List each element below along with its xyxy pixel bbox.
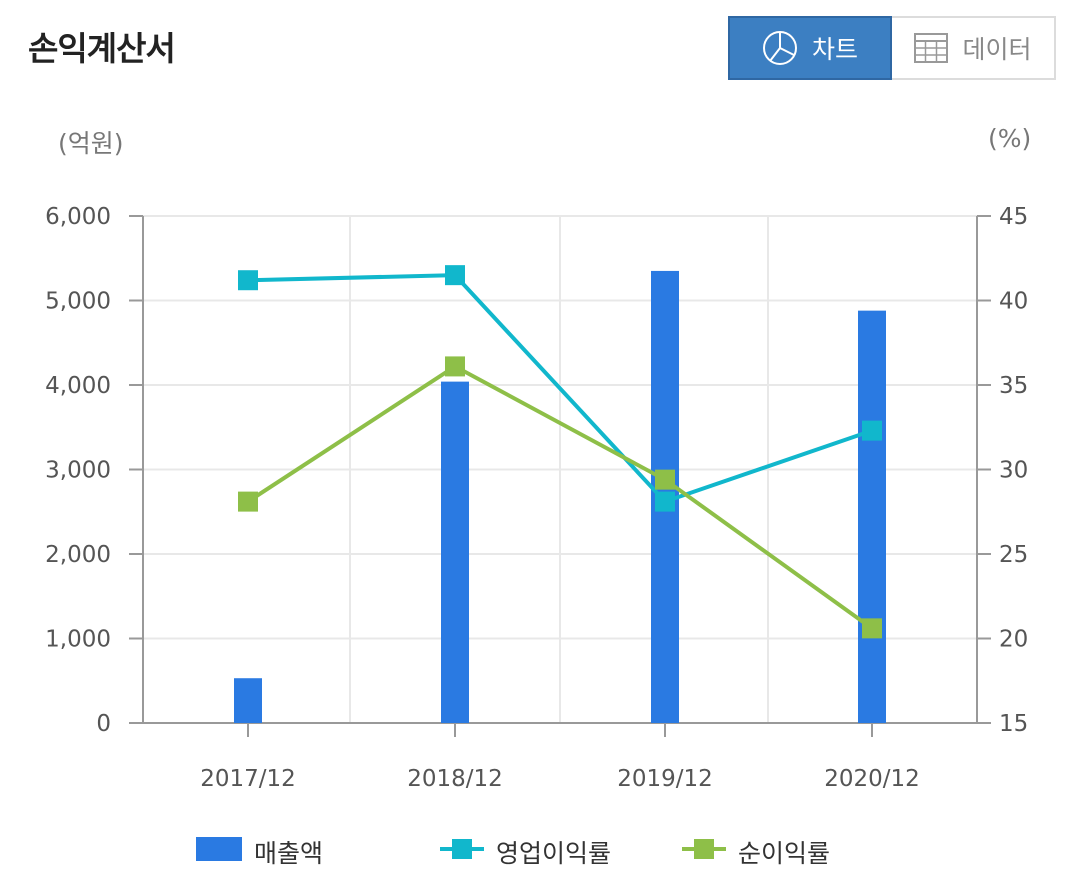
revenue-bar <box>441 381 469 723</box>
right-tick-label: 15 <box>999 711 1028 737</box>
left-tick-label: 1,000 <box>45 627 111 653</box>
page-title: 손익계산서 <box>28 29 176 68</box>
data-view-button[interactable]: 데이터 <box>892 16 1056 80</box>
right-tick-label: 35 <box>999 373 1028 399</box>
legend-line-swatch <box>440 837 484 867</box>
right-tick-label: 30 <box>999 458 1028 484</box>
net-margin-point <box>238 491 258 512</box>
legend-label: 영업이익률 <box>496 839 612 868</box>
left-tick-label: 2,000 <box>45 542 111 568</box>
x-tick-label: 2019/12 <box>617 766 713 792</box>
net-margin-point <box>655 469 675 490</box>
revenue-bar <box>858 310 886 723</box>
legend-label: 매출액 <box>254 839 324 868</box>
operating-margin-point <box>445 265 465 286</box>
left-tick-label: 5,000 <box>45 289 111 315</box>
operating-margin-point <box>862 420 882 441</box>
left-tick-label: 0 <box>96 711 111 737</box>
legend-item-net-margin[interactable]: 순이익률 <box>682 832 830 872</box>
left-tick-label: 4,000 <box>45 373 111 399</box>
left-tick-label: 6,000 <box>45 204 111 230</box>
legend-item-revenue[interactable]: 매출액 <box>196 832 323 872</box>
view-toggle: 차트 데이터 <box>728 16 1056 80</box>
net-margin-point <box>445 356 465 377</box>
operating-margin-point <box>238 270 258 291</box>
right-axis-unit: (%) <box>988 124 1032 153</box>
net-margin-point <box>862 618 882 639</box>
chart-view-label: 차트 <box>811 35 858 64</box>
right-tick-label: 40 <box>999 289 1028 315</box>
operating-margin-point <box>655 491 675 512</box>
legend-bar-swatch <box>196 837 242 867</box>
table-grid-icon <box>914 33 949 63</box>
x-tick-label: 2018/12 <box>407 766 503 792</box>
right-tick-label: 45 <box>999 204 1028 230</box>
chart-view-button[interactable]: 차트 <box>728 16 892 80</box>
right-tick-label: 20 <box>999 627 1028 653</box>
pie-chart-icon <box>762 30 798 66</box>
x-tick-label: 2017/12 <box>200 766 296 792</box>
data-view-label: 데이터 <box>962 35 1032 64</box>
operating-margin-line <box>247 273 873 504</box>
net-margin-line <box>246 364 874 630</box>
revenue-bar <box>234 678 262 723</box>
legend-item-operating-margin[interactable]: 영업이익률 <box>440 832 611 872</box>
x-tick-label: 2020/12 <box>824 766 920 792</box>
left-axis-unit: (억원) <box>58 129 124 158</box>
legend-line-swatch <box>682 837 726 867</box>
right-tick-label: 25 <box>999 542 1028 568</box>
left-tick-label: 3,000 <box>45 458 111 484</box>
legend-label: 순이익률 <box>738 839 831 868</box>
